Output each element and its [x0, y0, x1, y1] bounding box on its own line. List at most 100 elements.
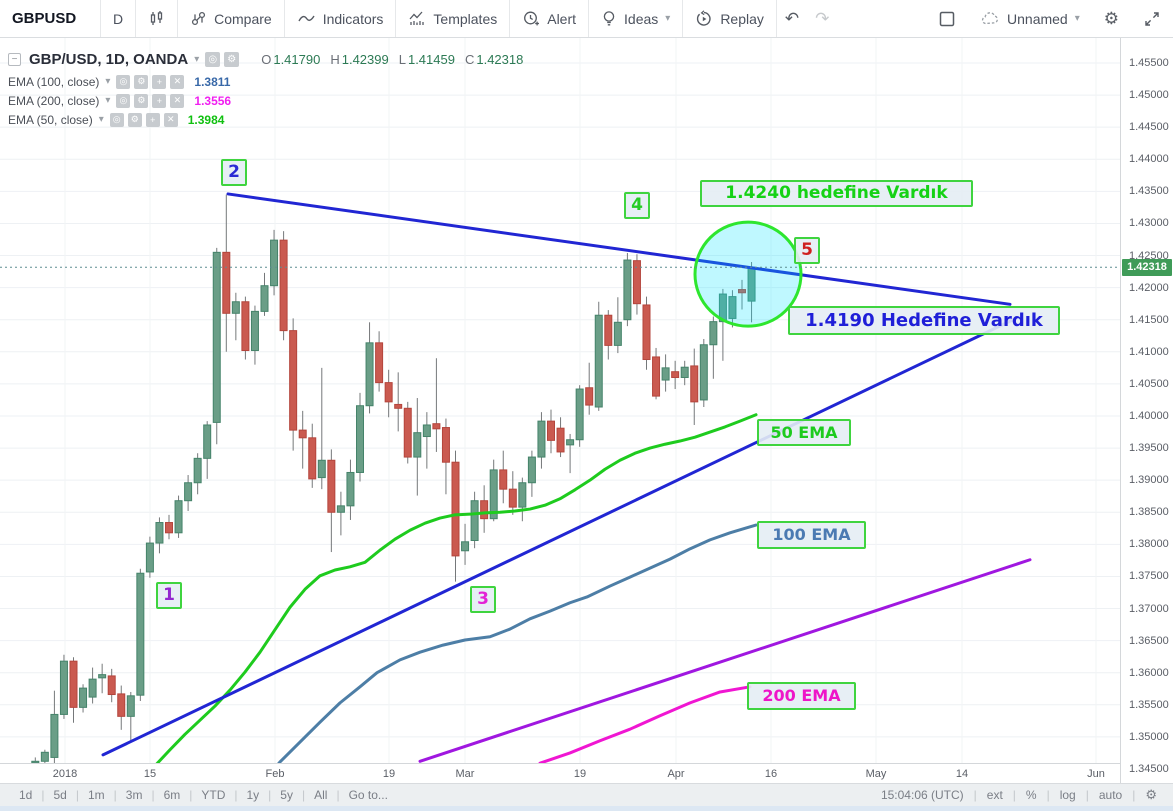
separator: | [151, 788, 155, 802]
indicators-button[interactable]: Indicators [285, 0, 396, 37]
eye-icon[interactable]: ◎ [116, 93, 131, 108]
templates-label: Templates [433, 10, 498, 27]
undo-button[interactable]: ↶ [784, 8, 800, 28]
separator: | [1085, 788, 1089, 802]
replay-button[interactable]: Replay [683, 0, 776, 37]
price-tick-label: 1.35000 [1129, 730, 1169, 743]
chart-legend: − GBP/USD, 1D, OANDA ▾ ◎ ⚙ O 1.41790 H 1.4… [8, 50, 523, 129]
symbol-search-button[interactable]: GBPUSD [0, 0, 100, 37]
log-toggle-button[interactable]: log [1059, 788, 1076, 802]
plus-icon[interactable]: + [145, 112, 160, 127]
price-tick-label: 1.35500 [1129, 698, 1169, 711]
price-tick-label: 1.44500 [1129, 121, 1169, 134]
label-200ema[interactable]: 200 EMA [747, 682, 856, 710]
close-icon[interactable]: ✕ [170, 93, 185, 108]
indicator-value: 1.3811 [194, 74, 231, 89]
range-button-all[interactable]: All [314, 788, 328, 802]
ohlc-values: O 1.41790 H 1.42399 L 1.41459 C 1.42318 [261, 52, 524, 67]
server-clock[interactable]: 15:04:06 (UTC) [880, 788, 964, 802]
layout-name-label: Unnamed [1007, 10, 1068, 27]
price-tick-label: 1.41500 [1129, 313, 1169, 326]
separator: | [1046, 788, 1050, 802]
note-target-14190[interactable]: 1.4190 Hedefine Vardık [788, 306, 1060, 335]
marker-4[interactable]: 4 [624, 192, 650, 219]
separator: | [336, 788, 340, 802]
eye-icon[interactable]: ◎ [109, 112, 124, 127]
layout-select-button[interactable] [926, 0, 968, 37]
price-tick-label: 1.42000 [1129, 281, 1169, 294]
range-button-ytd[interactable]: YTD [201, 788, 226, 802]
date-range-buttons: 1d | 5d | 1m | 3m | 6m | YTD | 1y | 5y | All | Go to... [0, 788, 397, 802]
%-toggle-button[interactable]: % [1025, 788, 1037, 802]
price-tick-label: 1.41000 [1129, 345, 1169, 358]
marker-5[interactable]: 5 [794, 237, 820, 264]
chevron-down-icon[interactable]: ▾ [105, 76, 111, 87]
eye-icon[interactable]: ◎ [116, 74, 131, 89]
price-tick-label: 1.40500 [1129, 377, 1169, 390]
price-tick-label: 1.40000 [1129, 409, 1169, 422]
eye-icon[interactable]: ◎ [205, 52, 221, 67]
marker-3[interactable]: 3 [470, 586, 496, 613]
settings-button[interactable]: ⚙ [1092, 0, 1131, 37]
plus-icon[interactable]: + [152, 93, 167, 108]
price-axis[interactable]: 1.42318 1.45500 1.45000 1.44500 1.44000 1.43… [1120, 38, 1173, 783]
chevron-down-icon: ▾ [1074, 13, 1080, 24]
toolbar-separator [588, 0, 590, 37]
range-button-5y[interactable]: 5y [280, 788, 293, 802]
time-tick-label: 15 [143, 768, 157, 780]
legend-collapse-button[interactable]: − [8, 53, 21, 66]
price-tick-label: 1.34500 [1129, 762, 1169, 775]
marker-1[interactable]: 1 [156, 582, 182, 609]
save-layout-button[interactable]: Unnamed ▾ [968, 0, 1092, 37]
compare-button[interactable]: Compare [178, 0, 284, 37]
chevron-down-icon[interactable]: ▾ [98, 114, 104, 125]
interval-button[interactable]: D [101, 0, 135, 37]
redo-button[interactable]: ↷ [815, 8, 830, 28]
compare-icon [190, 10, 207, 27]
separator: | [1012, 788, 1016, 802]
ext-toggle-button[interactable]: ext [986, 788, 1003, 802]
alert-clock-icon [522, 10, 540, 28]
chart-style-button[interactable] [136, 0, 177, 37]
range-button-5d[interactable]: 5d [53, 788, 67, 802]
symbol-title[interactable]: GBP/USD, 1D, OANDA [29, 51, 189, 68]
plus-icon[interactable]: + [152, 74, 167, 89]
replay-label: Replay [720, 10, 764, 27]
marker-2[interactable]: 2 [221, 159, 247, 186]
top-toolbar: GBPUSD D Compare Indicators Templates Al… [0, 0, 1173, 38]
gear-icon[interactable]: ⚙ [134, 93, 149, 108]
axis-settings-gear-icon[interactable]: ⚙ [1145, 787, 1157, 802]
close-icon[interactable]: ✕ [163, 112, 178, 127]
time-axis[interactable]: 2018 15 Feb 19 Mar 19 Apr 16 May 14 Jun [0, 763, 1120, 783]
note-target-14240[interactable]: 1.4240 hedefine Vardık [700, 180, 973, 207]
indicator-row-ema50[interactable]: EMA (50, close) ▾ ◎ ⚙ + ✕ 1.3984 [8, 110, 523, 129]
price-tick-label: 1.39500 [1129, 442, 1169, 455]
ideas-button[interactable]: Ideas ▾ [589, 0, 682, 37]
go-to-date-button[interactable]: Go to... [348, 788, 388, 802]
indicator-row-ema100[interactable]: EMA (100, close) ▾ ◎ ⚙ + ✕ 1.3811 [8, 72, 523, 91]
indicator-row-ema200[interactable]: EMA (200, close) ▾ ◎ ⚙ + ✕ 1.3556 [8, 91, 523, 110]
indicator-value: 1.3556 [194, 93, 232, 108]
auto-toggle-button[interactable]: auto [1098, 788, 1123, 802]
range-button-1y[interactable]: 1y [246, 788, 260, 802]
price-tick-label: 1.38500 [1129, 506, 1169, 519]
toolbar-separator [177, 0, 179, 37]
separator: | [234, 788, 238, 802]
range-button-3m[interactable]: 3m [125, 788, 143, 802]
alert-button[interactable]: Alert [510, 0, 588, 37]
label-50ema[interactable]: 50 EMA [757, 419, 851, 446]
label-100ema[interactable]: 100 EMA [757, 521, 866, 549]
chevron-down-icon[interactable]: ▾ [194, 54, 200, 65]
chevron-down-icon[interactable]: ▾ [105, 95, 111, 106]
close-icon[interactable]: ✕ [170, 74, 185, 89]
gear-icon[interactable]: ⚙ [224, 52, 240, 67]
range-button-1m[interactable]: 1m [87, 788, 105, 802]
templates-button[interactable]: Templates [396, 0, 509, 37]
range-button-1d[interactable]: 1d [19, 788, 33, 802]
gear-icon[interactable]: ⚙ [134, 74, 149, 89]
gear-icon[interactable]: ⚙ [127, 112, 142, 127]
fullscreen-button[interactable] [1131, 0, 1173, 37]
range-button-6m[interactable]: 6m [163, 788, 181, 802]
toolbar-separator [135, 0, 137, 37]
